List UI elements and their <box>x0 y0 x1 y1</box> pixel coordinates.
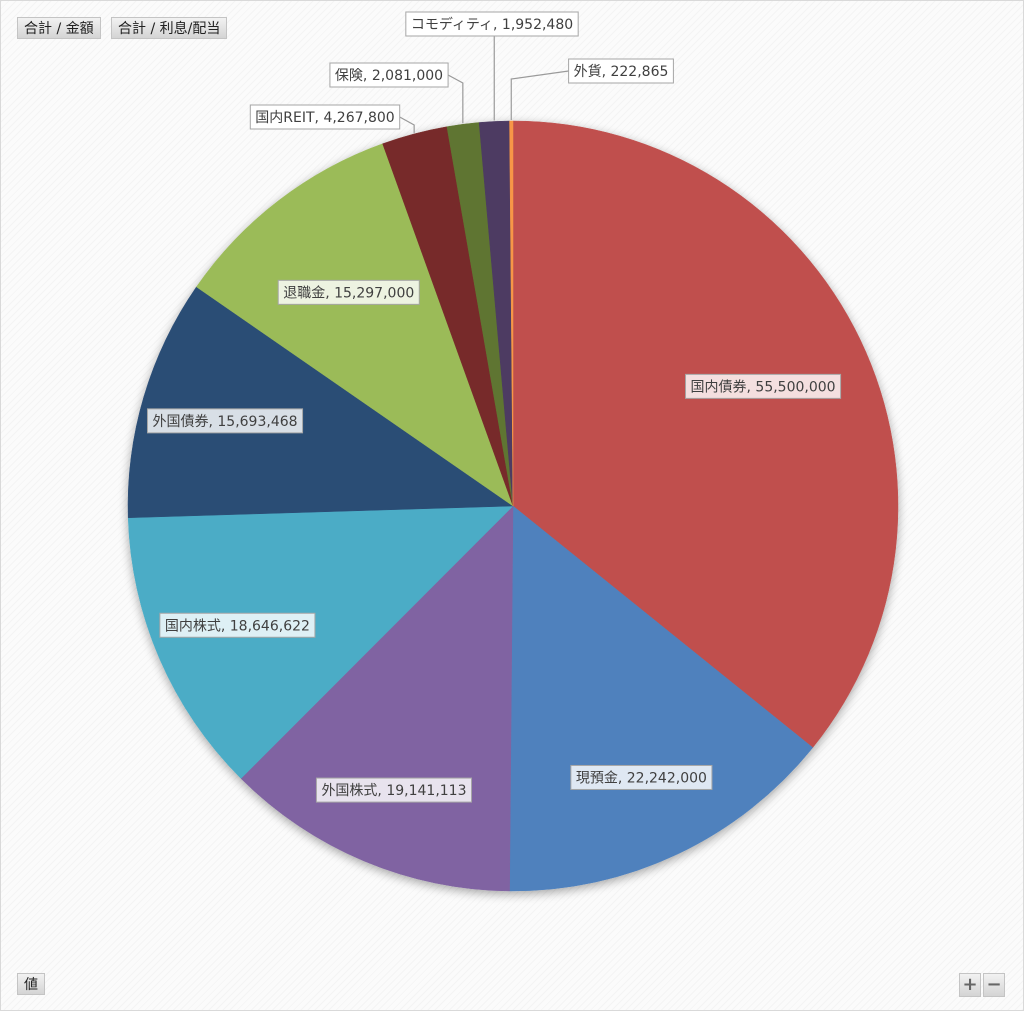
data-label-0: 国内債券, 55,500,000 <box>686 374 841 398</box>
data-label-text-2: 外国株式, 19,141,113 <box>321 783 466 799</box>
data-label-1: 現預金, 22,242,000 <box>571 765 712 789</box>
leader-line-7 <box>448 75 463 123</box>
data-label-3: 国内株式, 18,646,622 <box>160 613 315 637</box>
data-label-text-1: 現預金, 22,242,000 <box>576 770 707 786</box>
data-label-text-3: 国内株式, 18,646,622 <box>165 618 310 634</box>
data-label-text-9: 外貨, 222,865 <box>574 63 669 80</box>
leader-line-6 <box>400 117 414 133</box>
data-label-text-4: 外国債券, 15,693,468 <box>152 414 297 430</box>
data-label-4: 外国債券, 15,693,468 <box>147 409 302 433</box>
data-label-text-6: 国内REIT, 4,267,800 <box>255 110 394 126</box>
data-label-6: 国内REIT, 4,267,800 <box>250 105 399 129</box>
field-button-values[interactable]: 値 <box>17 973 45 995</box>
data-label-8: コモディティ, 1,952,480 <box>406 12 578 36</box>
leader-line-9 <box>511 71 568 120</box>
zoom-out-button[interactable]: − <box>983 973 1005 997</box>
data-label-text-8: コモディティ, 1,952,480 <box>411 16 573 33</box>
zoom-in-button[interactable]: + <box>959 973 981 997</box>
data-label-5: 退職金, 15,297,000 <box>278 280 419 304</box>
data-label-2: 外国株式, 19,141,113 <box>316 778 471 802</box>
data-label-text-0: 国内債券, 55,500,000 <box>691 379 836 395</box>
data-label-7: 保険, 2,081,000 <box>330 63 448 87</box>
pie-slices <box>128 121 898 891</box>
data-label-text-7: 保険, 2,081,000 <box>335 68 443 84</box>
data-label-text-5: 退職金, 15,297,000 <box>283 285 414 301</box>
data-label-9: 外貨, 222,865 <box>569 59 674 83</box>
